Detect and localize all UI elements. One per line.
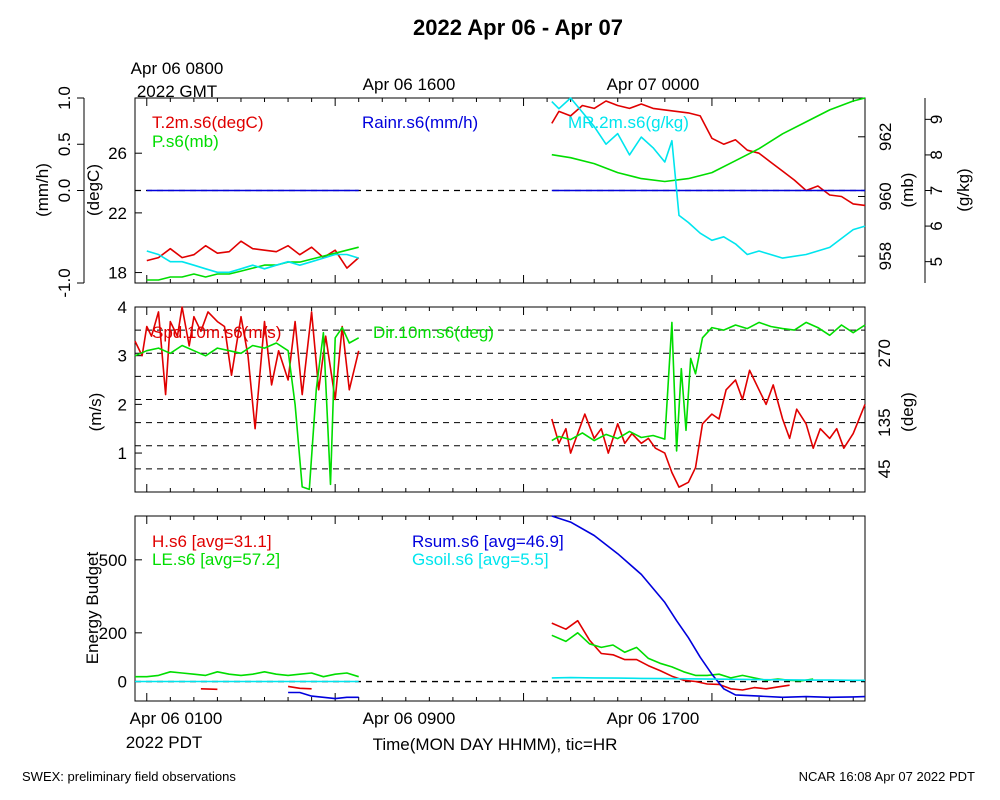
- mr-tick-label: 5: [927, 257, 946, 266]
- mr-axis-label: (g/kg): [954, 168, 973, 211]
- speed-tick-label: 2: [118, 395, 127, 414]
- bottom-tick-label-3: Apr 06 1700: [607, 709, 700, 728]
- energy-tick-label: 200: [99, 624, 127, 643]
- y-tick-marks: [77, 97, 932, 683]
- series-rsum-line: [288, 691, 359, 700]
- legend-wind-speed: Spd.10m.s6(m/s): [152, 323, 281, 342]
- bottom-tick-label-1: Apr 06 0100: [130, 709, 223, 728]
- series-h-line: [200, 688, 218, 691]
- mr-tick-label: 9: [927, 115, 946, 124]
- rain-tick-label: 0.0: [55, 179, 74, 203]
- chart-title: 2022 Apr 06 - Apr 07: [413, 15, 623, 40]
- series-mr-line: [551, 97, 866, 259]
- speed-tick-label: 1: [118, 444, 127, 463]
- series-dir-line: [134, 326, 360, 491]
- mr-tick-label: 6: [927, 221, 946, 230]
- top-axis-sub-label: 2022 GMT: [137, 82, 217, 101]
- legend-sensible-heat: H.s6 [avg=31.1]: [152, 532, 272, 551]
- top-tick-label-3: Apr 07 0000: [607, 75, 700, 94]
- series-mr-line: [146, 250, 359, 274]
- x-axis-label: Time(MON DAY HHMM), tic=HR: [373, 735, 618, 754]
- series-p-line: [146, 246, 359, 281]
- speed-tick-label: 4: [118, 298, 127, 317]
- series-h-line: [287, 685, 312, 690]
- legend-latent-heat: LE.s6 [avg=57.2]: [152, 550, 280, 569]
- mr-tick-label: 8: [927, 150, 946, 159]
- pres-axis: 958 960 962 (mb): [876, 123, 917, 271]
- bottom-axis-sub-label: 2022 PDT: [126, 733, 203, 752]
- energy-tick-label: 500: [99, 551, 127, 570]
- temp-axis-label: (degC): [84, 164, 103, 216]
- series-gsoil-line: [551, 676, 865, 682]
- temp-tick-label: 18: [108, 264, 127, 283]
- pres-tick-label: 962: [876, 123, 895, 151]
- bottom-tick-label-2: Apr 06 0900: [363, 709, 456, 728]
- direction-axis-label: (deg): [898, 392, 917, 432]
- rain-axis-label: (mm/h): [33, 163, 52, 217]
- direction-tick-label: 270: [875, 339, 894, 367]
- energy-tick-label: 0: [118, 673, 127, 692]
- series-t-line: [551, 100, 866, 207]
- rain-tick-label: 1.0: [55, 86, 74, 110]
- series-le-line: [551, 631, 814, 682]
- series-spd-line: [551, 369, 866, 488]
- series-p-line: [551, 97, 866, 183]
- rain-tick-label: 0.5: [55, 132, 74, 156]
- temp-axis: (degC) 18 22 26: [83, 98, 127, 283]
- legend-pressure: P.s6(mb): [152, 132, 219, 151]
- rain-tick-label: -1.0: [55, 268, 74, 297]
- footer-left-note: SWEX: preliminary field observations: [22, 769, 236, 784]
- pres-tick-label: 958: [876, 242, 895, 270]
- speed-axis-label: (m/s): [86, 393, 105, 432]
- series-lines: [134, 97, 866, 700]
- wind-reference-lines: [135, 329, 865, 470]
- temp-tick-label: 26: [108, 144, 127, 163]
- series-rsum-line: [551, 515, 866, 699]
- legend-mixing-ratio: MR.2m.s6(g/kg): [568, 113, 689, 132]
- x-tick-marks: [146, 98, 854, 701]
- top-tick-label-1: Apr 06 0800: [131, 59, 224, 78]
- legend-radiation-sum: Rsum.s6 [avg=46.9]: [412, 532, 564, 551]
- legend-temperature: T.2m.s6(degC): [152, 113, 263, 132]
- top-tick-label-2: Apr 06 1600: [363, 75, 456, 94]
- legend-wind-direction: Dir.10m.s6(deg): [373, 323, 494, 342]
- mr-tick-label: 7: [927, 186, 946, 195]
- energy-axis-label: Energy Budget: [83, 551, 102, 664]
- rain-axis: -1.0 0.0 0.5 1.0 (mm/h): [33, 86, 74, 297]
- direction-tick-label: 45: [875, 459, 894, 478]
- series-dir-line: [551, 321, 866, 452]
- series-le-line: [135, 670, 359, 678]
- direction-tick-label: 135: [875, 408, 894, 436]
- footer-right-note: NCAR 16:08 Apr 07 2022 PDT: [799, 769, 975, 784]
- energy-axis: 0 200 500 Energy Budget: [83, 551, 127, 692]
- legend-rain-rate: Rainr.s6(mm/h): [362, 113, 478, 132]
- speed-tick-label: 3: [118, 347, 127, 366]
- pres-axis-label: (mb): [898, 173, 917, 208]
- mr-axis: 5 6 7 8 9 (g/kg): [924, 98, 973, 283]
- legend-soil-heat: Gsoil.s6 [avg=5.5]: [412, 550, 549, 569]
- direction-axis: 45 135 270 (deg): [875, 339, 917, 478]
- pres-tick-label: 960: [876, 182, 895, 210]
- temp-tick-label: 22: [108, 204, 127, 223]
- speed-axis: 1 2 3 4 (m/s): [86, 298, 127, 463]
